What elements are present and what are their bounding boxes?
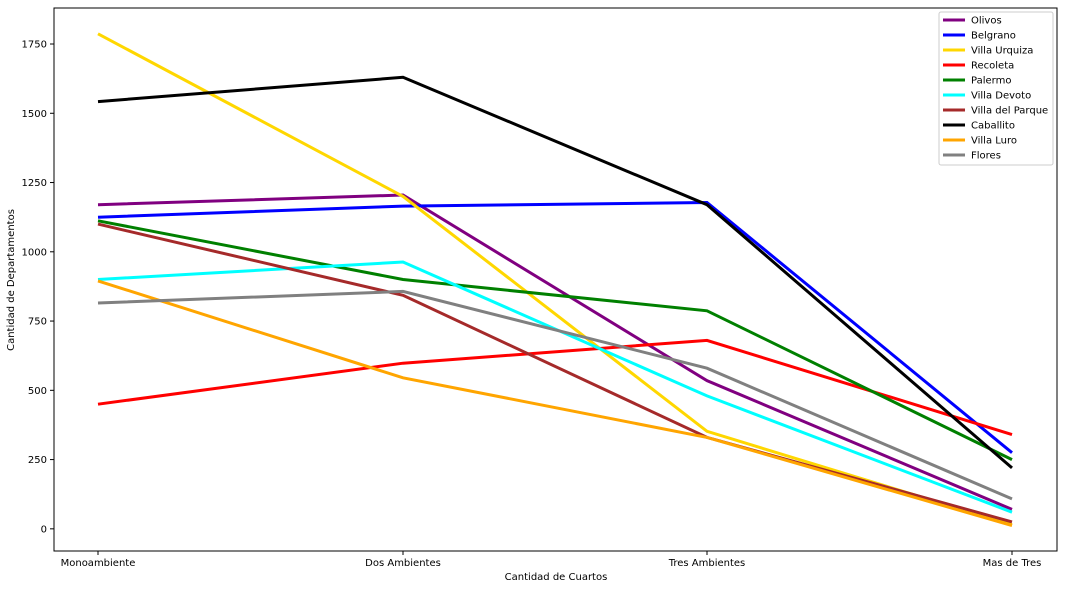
legend-label-belgrano: Belgrano xyxy=(971,31,1016,42)
y-tick-label: 1000 xyxy=(22,247,47,258)
y-axis-label: Cantidad de Departamentos xyxy=(6,209,17,351)
y-tick-label: 0 xyxy=(41,524,47,535)
legend-label-villa-del-parque: Villa del Parque xyxy=(971,106,1048,117)
legend-label-olivos: Olivos xyxy=(971,16,1002,27)
series-line-villa-luro xyxy=(97,279,1013,527)
series-line-villa-urquiza xyxy=(97,32,1013,527)
legend: Olivos Belgrano Villa Urquiza Recoleta Paler… xyxy=(938,11,1054,166)
legend-box xyxy=(938,11,1054,166)
y-tick-label: 1500 xyxy=(22,109,47,120)
x-tick-label: Mas de Tres xyxy=(983,558,1042,569)
legend-label-villa-luro: Villa Luro xyxy=(971,136,1017,147)
y-tick-label: 500 xyxy=(28,386,47,397)
x-axis: Monoambiente Dos Ambientes Tres Ambientes M… xyxy=(61,551,1042,569)
x-tick-label: Monoambiente xyxy=(61,558,136,569)
y-tick-label: 1750 xyxy=(22,40,47,51)
y-tick-label: 250 xyxy=(28,455,47,466)
y-tick-label: 750 xyxy=(28,317,47,328)
series-line-flores xyxy=(97,289,1013,501)
y-axis: 0 250 500 750 1000 1250 1500 1750 xyxy=(22,40,54,535)
legend-label-recoleta: Recoleta xyxy=(971,61,1014,72)
legend-label-villa-urquiza: Villa Urquiza xyxy=(971,46,1033,57)
y-tick-label: 1250 xyxy=(22,178,47,189)
series-line-villa-del-parque xyxy=(97,222,1013,524)
series-line-belgrano xyxy=(97,200,1013,454)
legend-label-palermo: Palermo xyxy=(971,76,1011,87)
legend-label-caballito: Caballito xyxy=(971,121,1015,132)
series-line-caballito xyxy=(97,75,1013,470)
series-lines xyxy=(97,32,1013,527)
legend-label-villa-devoto: Villa Devoto xyxy=(971,91,1031,102)
x-axis-label: Cantidad de Cuartos xyxy=(505,572,608,583)
x-tick-label: Dos Ambientes xyxy=(365,558,441,569)
legend-label-flores: Flores xyxy=(971,151,1001,162)
series-line-recoleta xyxy=(97,338,1013,437)
series-line-olivos xyxy=(97,193,1013,511)
series-line-palermo xyxy=(97,219,1013,461)
x-tick-label: Tres Ambientes xyxy=(668,558,746,569)
